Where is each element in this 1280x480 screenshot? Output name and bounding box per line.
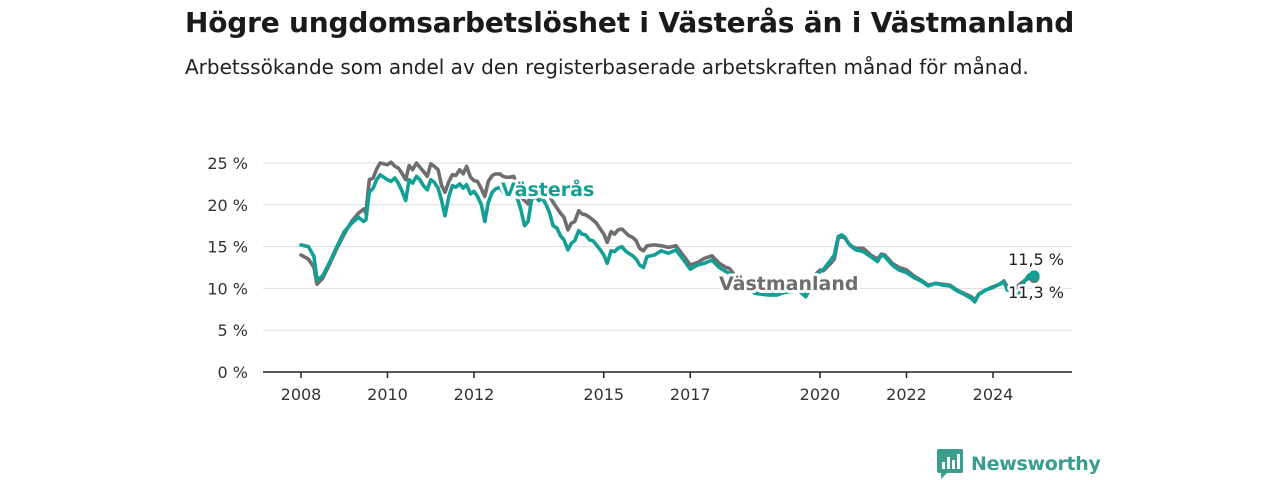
y-tick-label: 15 % <box>207 238 248 257</box>
chart-title: Högre ungdomsarbetslöshet i Västerås än … <box>185 6 1075 39</box>
end-point-vasteras <box>1028 270 1040 282</box>
y-tick-label: 5 % <box>218 321 248 340</box>
y-tick-label: 0 % <box>218 363 248 382</box>
x-tick-label: 2024 <box>973 385 1014 404</box>
y-tick-label: 10 % <box>207 279 248 298</box>
y-tick-label: 25 % <box>207 154 248 173</box>
newsworthy-logo: Newsworthy <box>937 449 1101 479</box>
y-tick-label: 20 % <box>207 196 248 215</box>
end-value-label-vastmanland: 11,3 % <box>1008 283 1064 302</box>
x-tick-label: 2017 <box>670 385 711 404</box>
x-tick-label: 2012 <box>454 385 495 404</box>
series-label-vastmanland: Västmanland <box>719 273 859 295</box>
x-tick-label: 2020 <box>800 385 841 404</box>
bar-chart-logo-icon <box>937 449 963 479</box>
x-tick-label: 2015 <box>583 385 624 404</box>
chart-subtitle: Arbetssökande som andel av den registerb… <box>185 55 1029 79</box>
brand-name: Newsworthy <box>971 453 1101 475</box>
x-tick-label: 2022 <box>886 385 927 404</box>
series-label-vasteras: Västerås <box>501 177 594 201</box>
x-tick-label: 2010 <box>367 385 408 404</box>
x-tick-label: 2008 <box>281 385 322 404</box>
series-line-vasteras <box>299 172 1036 304</box>
end-value-label-vasteras: 11,5 % <box>1008 250 1064 269</box>
